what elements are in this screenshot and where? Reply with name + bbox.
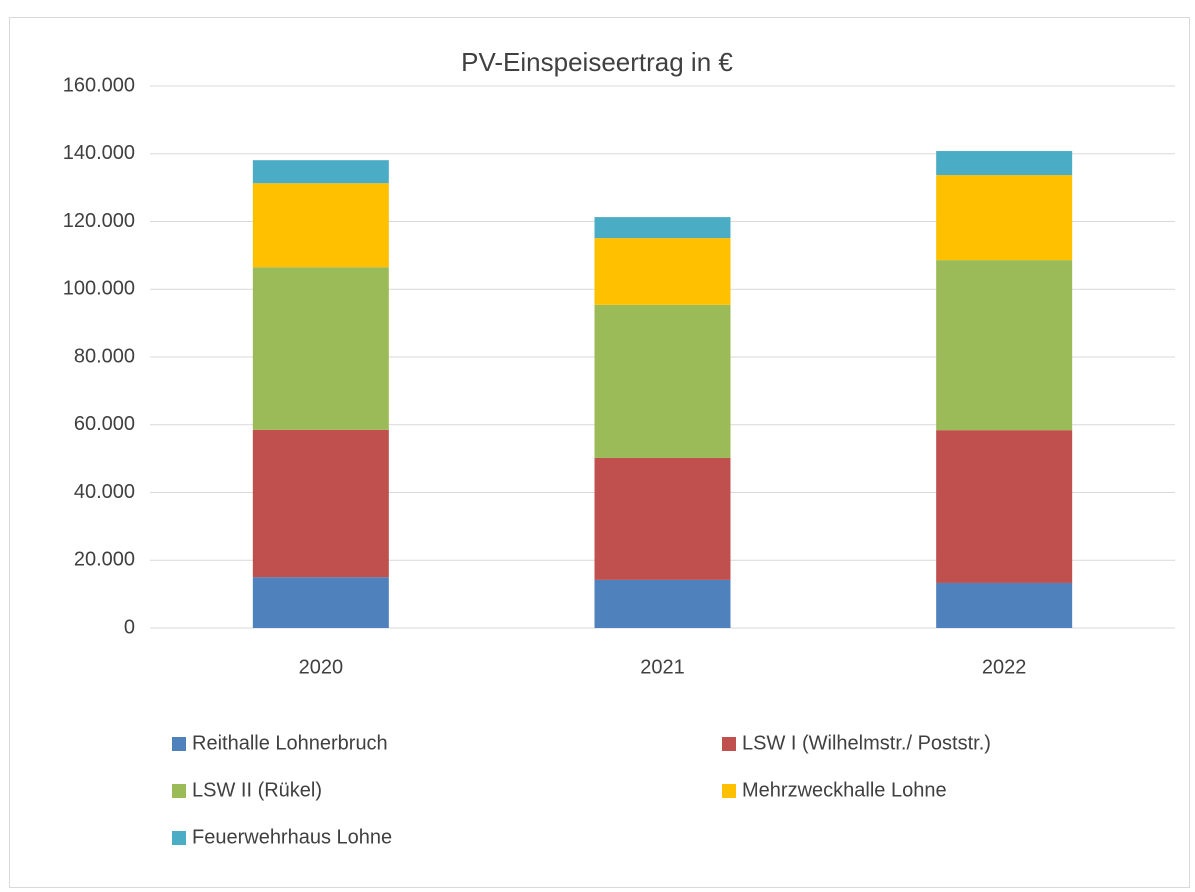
y-tick-label: 0	[124, 616, 135, 638]
x-tick-label: 2020	[299, 656, 344, 678]
bar-segment	[252, 577, 389, 628]
bar-segment	[594, 579, 731, 628]
legend-label: Mehrzweckhalle Lohne	[742, 779, 947, 801]
y-tick-label: 120.000	[63, 210, 135, 232]
bar-segment	[594, 304, 731, 458]
legend-swatch	[172, 831, 186, 845]
y-tick-label: 80.000	[74, 345, 135, 367]
bar-segment	[936, 175, 1073, 261]
bar-segment	[936, 151, 1073, 176]
bar-segment	[936, 582, 1073, 628]
bar-segment	[252, 267, 389, 430]
x-tick-label: 2021	[640, 656, 685, 678]
legend-swatch	[722, 784, 736, 798]
y-tick-label: 140.000	[63, 142, 135, 164]
bar-segment	[252, 183, 389, 268]
legend-swatch	[172, 784, 186, 798]
legend-label: Reithalle Lohnerbruch	[192, 732, 388, 754]
y-tick-label: 40.000	[74, 481, 135, 503]
x-tick-label: 2022	[982, 656, 1027, 678]
y-tick-label: 160.000	[63, 74, 135, 96]
legend-label: Feuerwehrhaus Lohne	[192, 826, 392, 848]
bar-segment	[936, 260, 1073, 431]
legend-label: LSW I (Wilhelmstr./ Poststr.)	[742, 732, 991, 754]
legend-swatch	[722, 737, 736, 751]
bar-segment	[594, 238, 731, 305]
chart-title: PV-Einspeiseertrag in €	[461, 47, 733, 77]
y-tick-label: 20.000	[74, 549, 135, 571]
bar-segment	[594, 217, 731, 239]
legend-label: LSW II (Rükel)	[192, 779, 322, 801]
bar-segment	[594, 457, 731, 580]
bar-segment	[936, 430, 1073, 583]
legend-swatch	[172, 737, 186, 751]
bar-segment	[252, 429, 389, 578]
y-tick-label: 60.000	[74, 413, 135, 435]
y-tick-label: 100.000	[63, 278, 135, 300]
bar-segment	[252, 160, 389, 184]
